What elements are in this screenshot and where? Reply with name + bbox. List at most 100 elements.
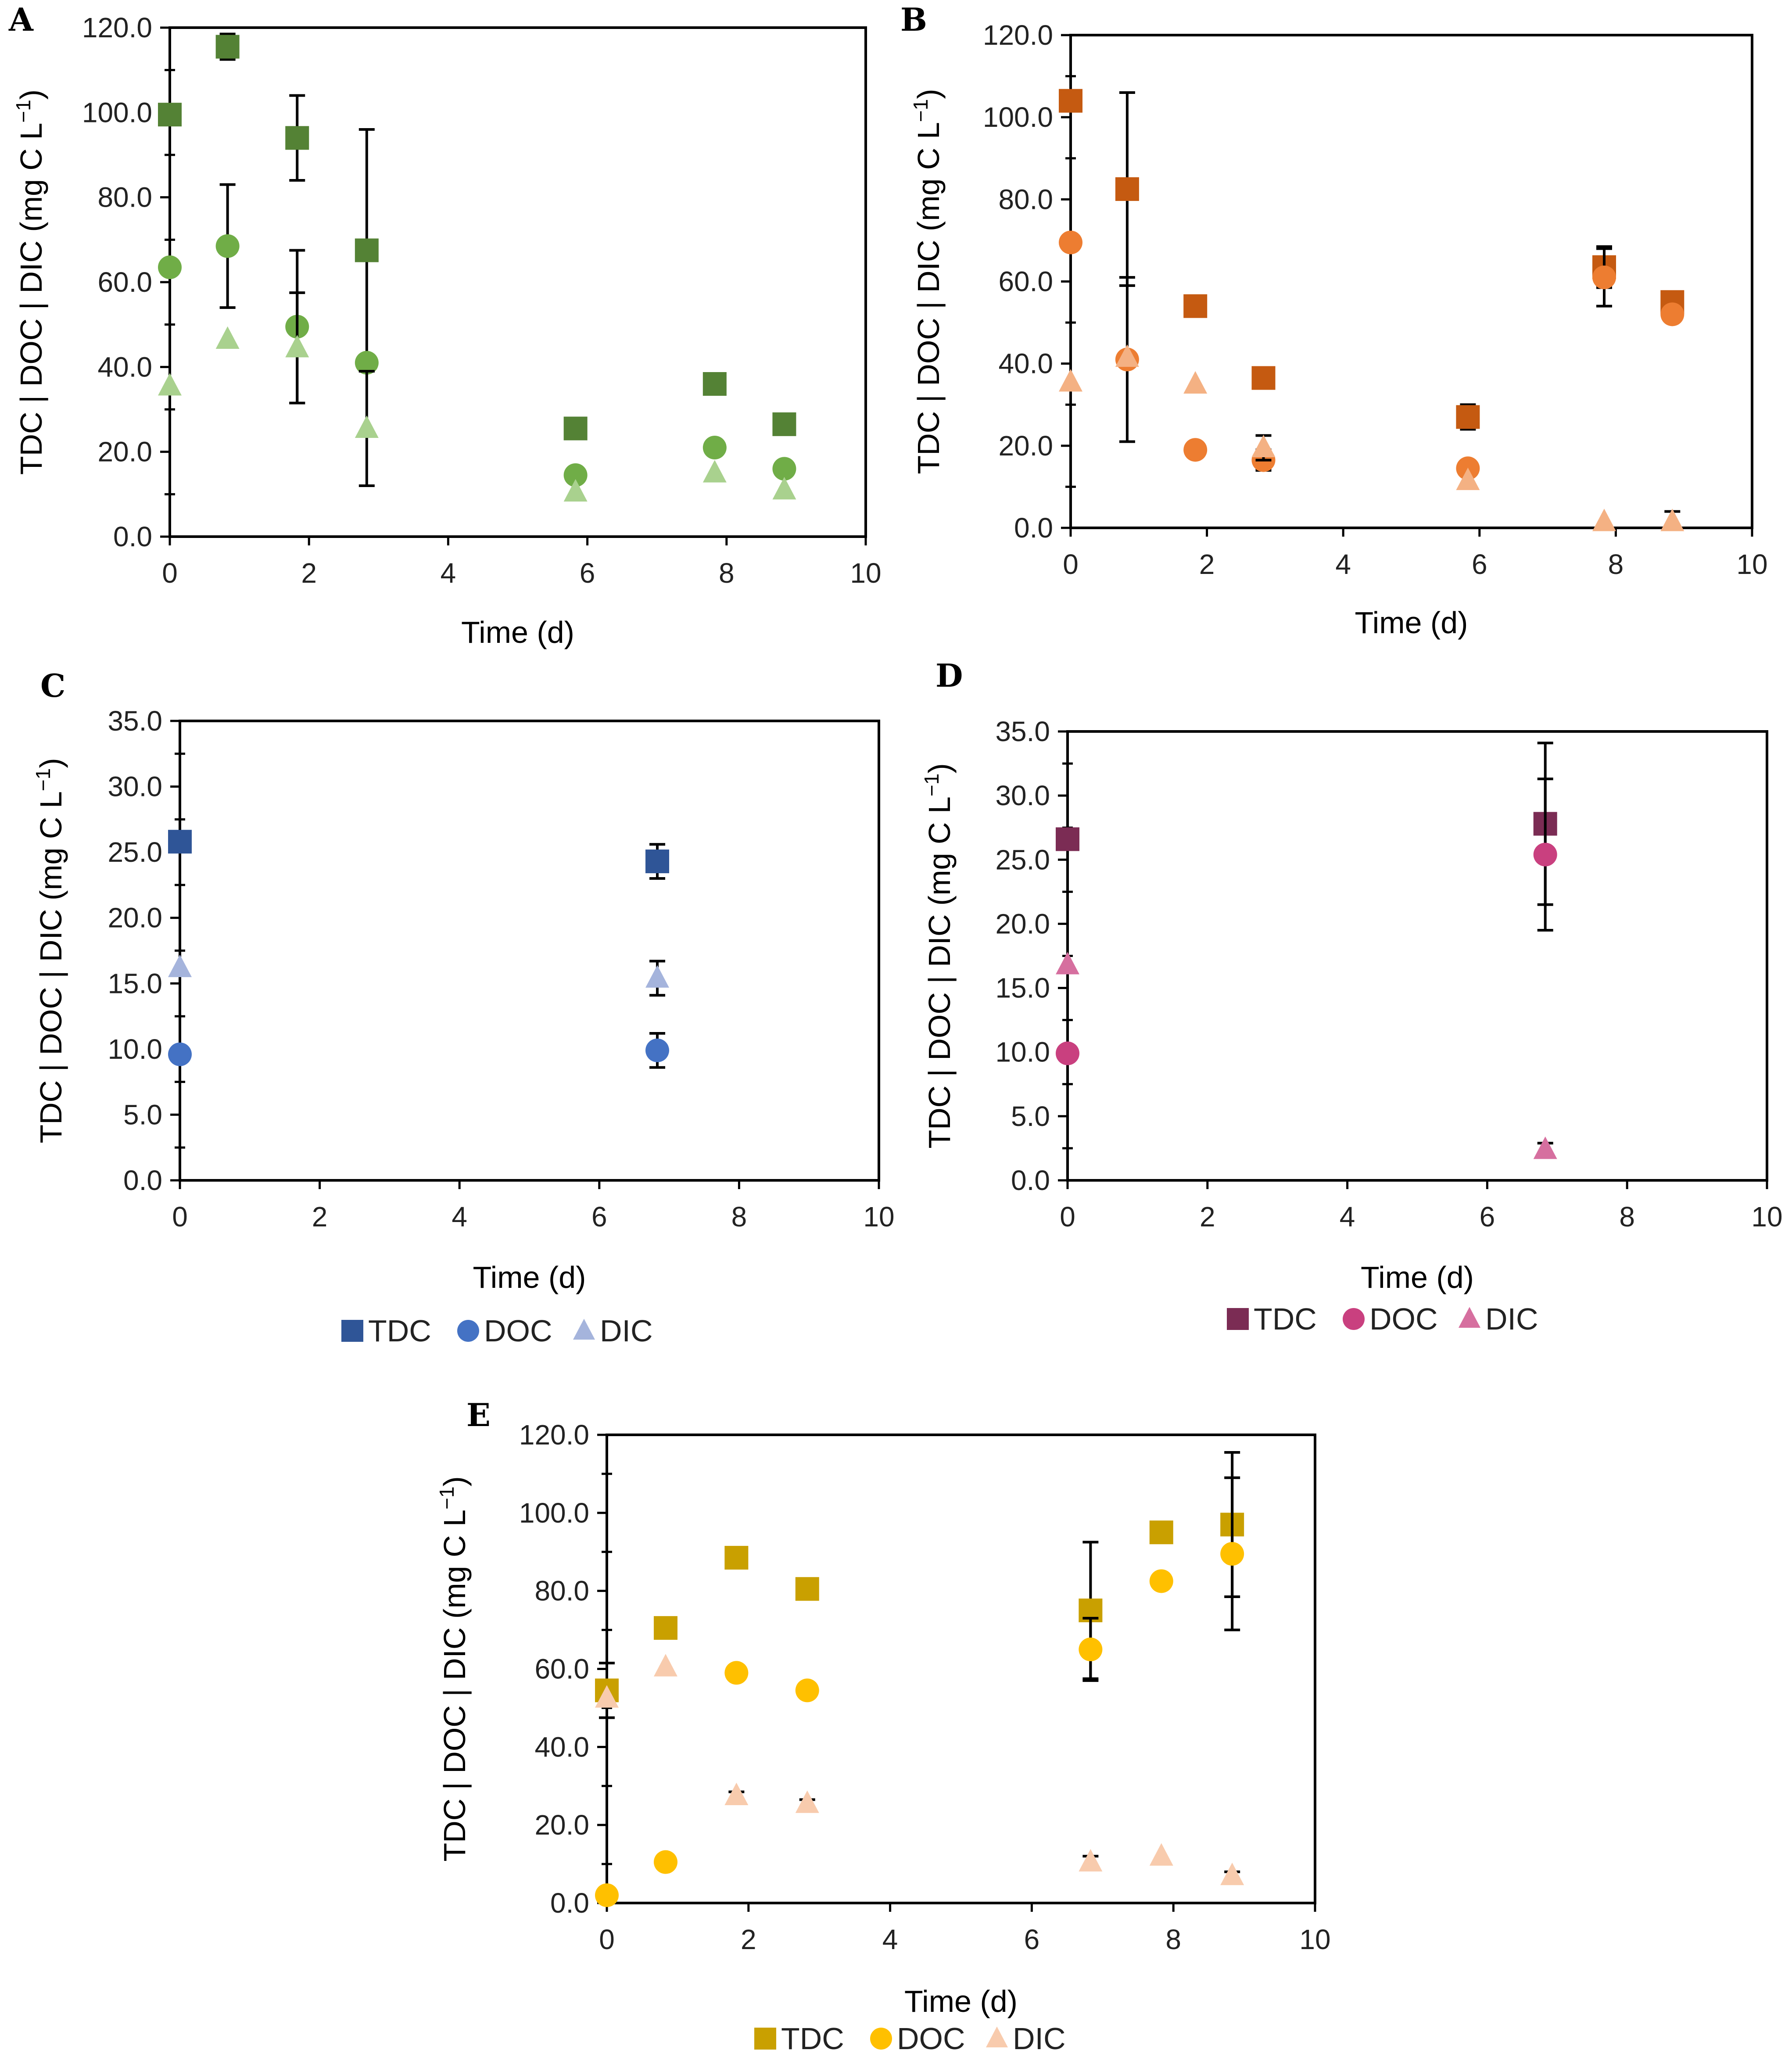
data-point-doc: [1149, 1569, 1173, 1593]
x-tick-label: 8: [731, 1201, 747, 1233]
series-TDC: [1059, 89, 1684, 431]
legend-marker-doc: [870, 2028, 892, 2050]
data-point-tdc: [724, 1546, 749, 1570]
x-tick-label: 6: [1472, 548, 1487, 580]
y-tick-label: 10.0: [995, 1036, 1050, 1068]
y-tick-label: 25.0: [995, 844, 1050, 875]
data-point-dic: [772, 477, 796, 500]
y-tick-label: 15.0: [995, 972, 1050, 1004]
y-tick-label: 35.0: [108, 705, 162, 737]
data-point-tdc: [1251, 366, 1276, 390]
x-tick-label: 10: [1299, 1924, 1330, 1955]
y-axis-title-main: TDC | DOC | DIC (mg C L: [437, 1509, 472, 1862]
y-tick-label: 0.0: [550, 1887, 589, 1919]
legend-label: DOC: [1369, 1302, 1438, 1336]
data-point-tdc: [702, 372, 727, 396]
y-tick-label: 100.0: [82, 97, 152, 128]
data-point-dic: [158, 373, 182, 396]
y-axis-title-superscript: −1: [32, 768, 54, 791]
data-point-dic: [1533, 1136, 1557, 1159]
x-tick-label: 0: [162, 557, 178, 589]
y-tick-label: 20.0: [534, 1809, 589, 1841]
data-point-dic: [285, 335, 309, 358]
legend-item-tdc: TDC: [341, 1314, 431, 1348]
series-DIC: [595, 1654, 1244, 1885]
data-point-tdc: [355, 238, 379, 262]
data-point-dic: [355, 415, 379, 438]
y-tick-label: 15.0: [108, 968, 162, 999]
data-point-dic: [595, 1685, 619, 1708]
x-tick-label: 4: [452, 1201, 467, 1233]
x-tick-label: 8: [1608, 548, 1624, 580]
y-tick-label: 40.0: [534, 1731, 589, 1763]
x-axis-title: Time (d): [904, 1984, 1018, 2018]
plot-frame: [168, 26, 867, 538]
x-tick-label: 4: [1335, 548, 1351, 580]
plot-frame: [1069, 34, 1753, 529]
data-point-doc: [158, 255, 182, 280]
y-tick-label: 20.0: [998, 430, 1053, 462]
y-tick-label: 5.0: [123, 1099, 162, 1130]
y-tick-label: 0.0: [1014, 512, 1053, 544]
y-tick-label: 60.0: [97, 266, 152, 298]
data-point-dic: [1059, 369, 1082, 392]
legend-marker-dic: [986, 2026, 1008, 2047]
data-point-tdc: [1056, 827, 1079, 851]
data-point-doc: [702, 436, 727, 459]
series-DIC: [168, 954, 670, 997]
y-axis-title-main: TDC | DOC | DIC (mg C L: [14, 123, 48, 475]
y-tick-label: 120.0: [519, 1419, 589, 1451]
x-tick-label: 10: [1736, 548, 1767, 580]
data-point-doc: [355, 351, 379, 375]
y-axis-title-superscript: −1: [920, 774, 943, 796]
data-point-dic: [1149, 1843, 1173, 1866]
series-DIC: [1056, 952, 1557, 1159]
y-tick-label: 40.0: [97, 351, 152, 383]
x-axis-title: Time (d): [473, 1260, 586, 1294]
data-point-dic: [1660, 509, 1684, 531]
legend-item-doc: DOC: [870, 2021, 965, 2056]
data-point-doc: [1220, 1542, 1244, 1566]
data-point-dic: [724, 1782, 749, 1806]
y-axis-title: TDC | DOC | DIC (mg C L−1): [909, 89, 946, 474]
x-tick-label: 10: [863, 1201, 894, 1233]
data-point-dic: [168, 954, 192, 977]
data-point-tdc: [1456, 405, 1480, 429]
data-point-tdc: [1059, 89, 1082, 113]
y-tick-label: 40.0: [998, 348, 1053, 380]
data-point-dic: [1056, 952, 1079, 975]
legend-label: DIC: [1013, 2021, 1066, 2056]
data-point-doc: [1056, 1041, 1079, 1065]
y-tick-label: 0.0: [113, 521, 152, 552]
x-tick-label: 6: [1024, 1924, 1040, 1955]
y-axis-title-superscript: −1: [12, 100, 35, 122]
y-axis-title-main: TDC | DOC | DIC (mg C L: [34, 791, 68, 1143]
data-point-tdc: [653, 1616, 677, 1640]
y-tick-label: 25.0: [108, 836, 162, 868]
data-point-tdc: [215, 35, 240, 59]
data-point-doc: [795, 1678, 819, 1702]
data-point-dic: [1251, 434, 1276, 458]
series-DOC: [1056, 778, 1557, 1065]
data-point-doc: [563, 463, 588, 487]
panel-letter: A: [8, 1, 34, 38]
y-axis-title-main: TDC | DOC | DIC (mg C L: [911, 122, 946, 474]
y-axis-title: TDC | DOC | DIC (mg C L−1): [32, 758, 68, 1143]
data-point-dic: [1592, 509, 1616, 531]
y-axis-title-superscript: −1: [435, 1487, 458, 1509]
legend-label: TDC: [781, 2021, 844, 2056]
y-axis-title-close: ): [34, 758, 68, 768]
data-point-doc: [772, 457, 796, 481]
data-point-dic: [1456, 467, 1480, 490]
y-tick-label: 120.0: [983, 19, 1053, 51]
legend-label: DOC: [897, 2021, 965, 2056]
x-tick-label: 6: [591, 1201, 607, 1233]
y-tick-label: 60.0: [534, 1653, 589, 1685]
legend-item-tdc: TDC: [754, 2021, 844, 2056]
data-point-tdc: [1115, 177, 1139, 201]
data-point-doc: [1592, 265, 1616, 290]
panel-letter: B: [900, 1, 927, 38]
series-TDC: [168, 830, 670, 880]
legend-item-dic: DIC: [986, 2021, 1066, 2056]
